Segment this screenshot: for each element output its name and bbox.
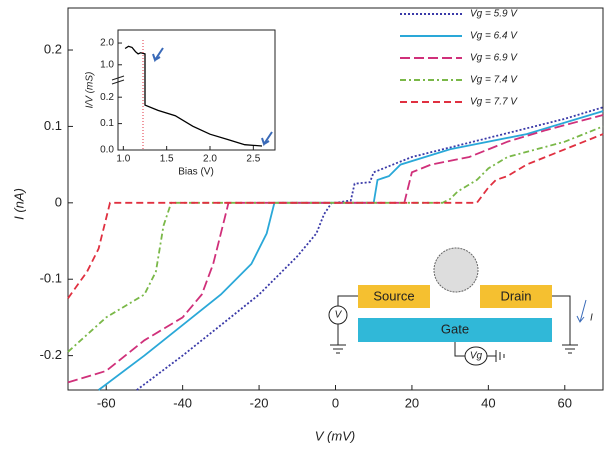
legend-label: Vg = 6.9 V [470,53,518,64]
wire [454,295,578,362]
legend-label: Vg = 7.7 V [470,97,518,108]
inset-y-tick-label: 1.0 [100,59,114,70]
gate-electrode [358,318,552,342]
drain-electrode [480,285,552,308]
source-electrode [358,285,430,308]
axis-break [111,75,125,85]
inset-x-tick-label: 1.5 [160,154,174,165]
x-tick-label: -60 [97,395,116,410]
inset-line [124,45,263,147]
current-arrow [576,299,587,323]
x-tick-label: 40 [481,395,495,410]
x-tick-label: 20 [405,395,419,410]
current-label: I [590,313,593,324]
drain-label: Drain [500,288,531,303]
fullerene [433,247,479,293]
legend-label: Vg = 6.4 V [470,31,518,42]
legend-label: Vg = 5.9 V [470,9,518,20]
inset-x-tick-label: 1.0 [116,154,130,165]
wire [330,295,358,354]
y-axis-label: I (nA) [11,188,26,220]
inset-y-tick-label: 0.2 [100,92,114,103]
series-line [67,114,604,384]
inset-y-tick-label: 0.0 [100,145,114,156]
series-line [67,133,604,299]
x-tick-label: -20 [250,395,269,410]
marker-arrow [152,47,164,63]
gate-voltage-label: Vg [470,351,483,362]
inset-y-label: I/V (mS) [85,72,96,109]
legend-label: Vg = 7.4 V [470,75,518,86]
x-tick-label: -40 [173,395,192,410]
series-line [67,125,604,353]
x-tick-label: 0 [332,395,339,410]
gate-label: Gate [441,321,469,336]
inset-x-label: Bias (V) [178,167,214,178]
y-tick-label: -0.2 [40,347,62,362]
voltmeter [328,305,348,325]
voltmeter-label: V [335,310,343,321]
source-label: Source [373,288,414,303]
schematic: Source Drain Gate V Vg I [328,247,593,366]
inset-y-tick-label: 0.1 [100,118,114,129]
y-tick-label: 0.2 [44,41,62,56]
inset-x-tick-label: 2.0 [203,154,217,165]
inset-y-tick-label: 2.0 [100,38,114,49]
marker-arrow [261,131,273,147]
y-tick-label: 0 [55,194,62,209]
y-tick-label: 0.1 [44,118,62,133]
x-tick-label: 60 [558,395,572,410]
gate-voltage-source [464,346,488,366]
y-tick-label: -0.1 [40,271,62,286]
inset-frame [117,29,276,151]
series-line [98,110,604,391]
inset-x-tick-label: 2.5 [246,154,260,165]
x-axis-label: V (mV) [315,428,355,443]
